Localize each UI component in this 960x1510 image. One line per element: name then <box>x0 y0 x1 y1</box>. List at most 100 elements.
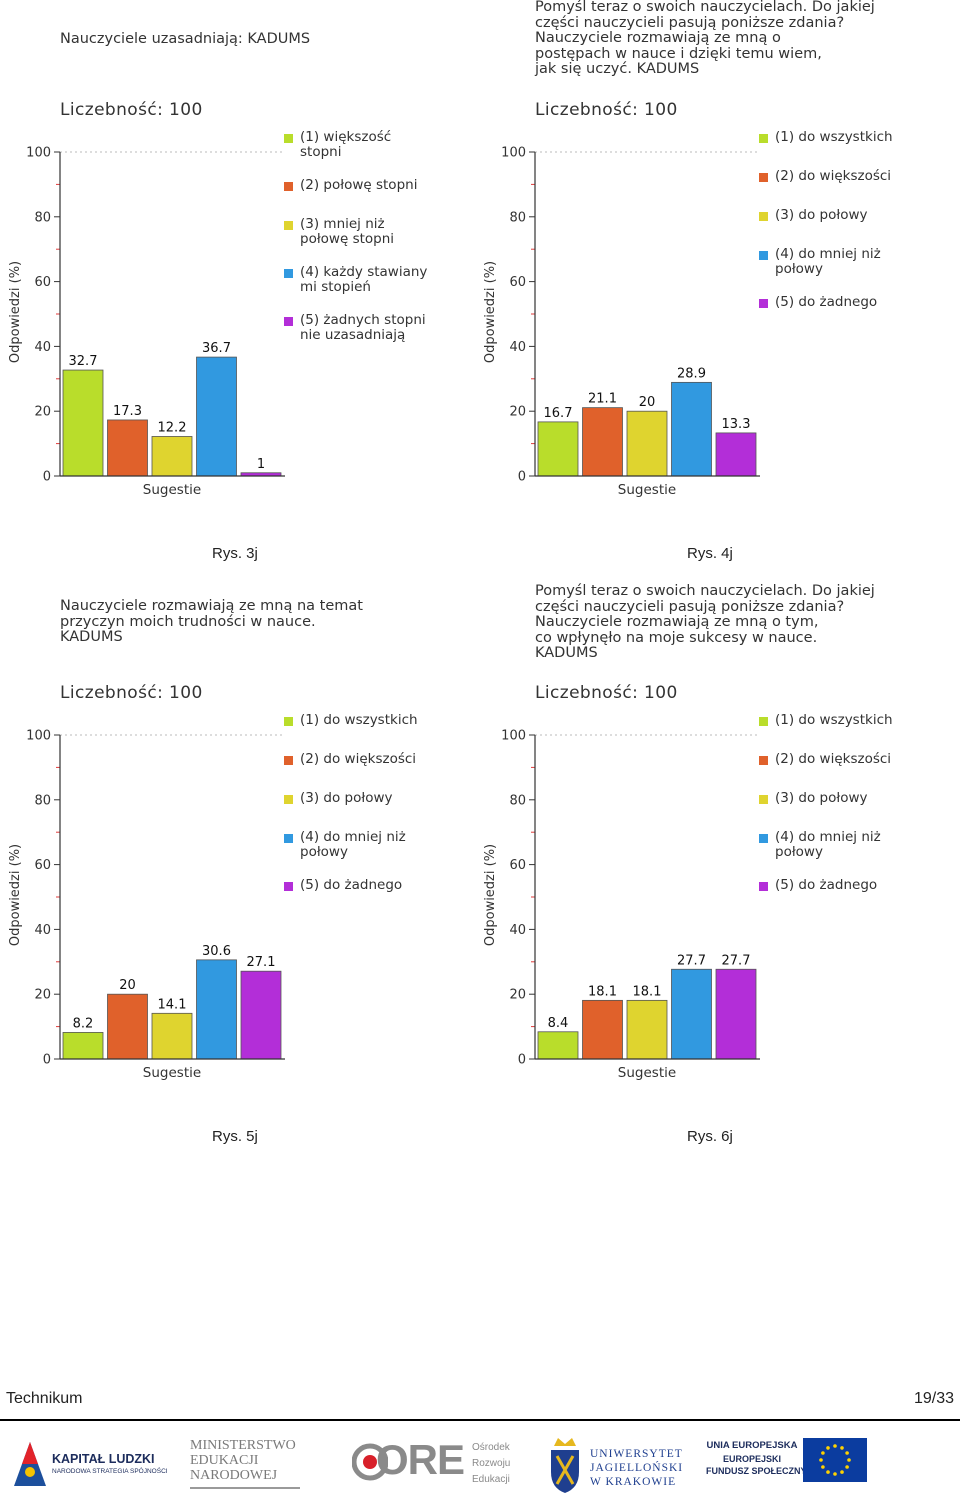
legend-label: (4) do mniej niż połowy <box>775 829 881 860</box>
y-axis-label: Odpowiedzi (%) <box>8 261 23 363</box>
chart-panel-3j: Nauczyciele uzasadniają: KADUMS Liczebno… <box>0 0 470 562</box>
count-label: Liczebność: 100 <box>535 683 678 703</box>
bar <box>62 369 104 477</box>
data-label: 20 <box>119 978 136 993</box>
bar <box>715 432 757 477</box>
y-tick-label: 0 <box>518 1053 526 1068</box>
legend-swatch <box>759 134 768 143</box>
legend-item: (5) żadnych stopni nie uzasadniają <box>280 313 470 343</box>
legend-item: (1) do wszystkich <box>280 713 470 728</box>
legend-label: (4) do mniej niż połowy <box>300 829 406 860</box>
footer-divider <box>0 1419 960 1421</box>
legend-swatch <box>284 834 293 843</box>
bar <box>107 993 148 1060</box>
data-label: 12.2 <box>158 420 187 435</box>
uj-line3: W KRAKOWIE <box>590 1476 677 1488</box>
x-axis-label: Sugestie <box>618 482 676 498</box>
figure-caption: Rys. 6j <box>687 1128 733 1145</box>
ore-line2: Rozwoju <box>472 1458 511 1469</box>
legend-label: (2) połowę stopni <box>300 177 418 193</box>
bar <box>626 410 668 477</box>
legend-swatch <box>759 299 768 308</box>
bar <box>196 959 237 1060</box>
y-tick-label: 0 <box>43 1053 51 1068</box>
men-line1: MINISTERSTWO <box>190 1438 296 1453</box>
y-tick-label: 60 <box>509 275 526 290</box>
y-tick-label: 80 <box>509 210 526 225</box>
ore-line3: Edukacji <box>472 1474 510 1485</box>
y-tick-label: 40 <box>509 340 526 355</box>
y-tick-label: 60 <box>509 858 526 873</box>
eu-flag-icon <box>803 1438 867 1482</box>
legend-item: (3) do połowy <box>280 791 470 806</box>
legend-item: (1) większość stopni <box>280 130 470 160</box>
y-tick-label: 20 <box>34 405 51 420</box>
y-tick-label: 60 <box>34 275 51 290</box>
legend-swatch <box>759 717 768 726</box>
legend-swatch <box>284 882 293 891</box>
ore-line1: Ośrodek <box>472 1442 510 1453</box>
bar-chart: 32.7 17.3 12.2 36.7 1 0 20 40 60 80 100 Sugestie Odp… <box>8 146 285 498</box>
bar <box>626 999 668 1060</box>
bar <box>240 970 282 1060</box>
y-tick-label: 20 <box>509 405 526 420</box>
legend-label: (5) żadnych stopni nie uzasadniają <box>300 312 426 343</box>
eu-line2: EUROPEJSKI <box>722 1454 782 1464</box>
legend-item: (2) do większości <box>280 752 470 767</box>
y-tick-label: 80 <box>34 793 51 808</box>
legend-label: (3) do połowy <box>775 790 868 806</box>
legend-label: (1) do wszystkich <box>775 712 893 728</box>
legend: (1) do wszystkich (2) do większości (3) … <box>280 713 470 893</box>
bar <box>196 356 237 477</box>
data-label: 18.1 <box>633 984 662 999</box>
legend-swatch <box>759 212 768 221</box>
men-line2: EDUKACJI <box>190 1453 259 1468</box>
chart-title: Nauczyciele uzasadniają: KADUMS <box>60 31 311 47</box>
uj-logo: UNIWERSYTET JAGIELLOŃSKI W KRAKOWIE <box>548 1436 688 1500</box>
legend-item: (5) do żadnego <box>280 878 470 893</box>
legend-label: (2) do większości <box>300 751 417 767</box>
legend-swatch <box>284 134 293 143</box>
data-label: 1 <box>257 457 265 472</box>
y-tick-label: 100 <box>501 729 526 744</box>
kapital-ludzki-line1: KAPITAŁ LUDZKI <box>52 1452 155 1466</box>
men-line3: NARODOWEJ <box>190 1468 278 1483</box>
legend-swatch <box>284 795 293 804</box>
chart-panel-4j: Pomyśl teraz o swoich nauczycielach. Do … <box>475 0 945 562</box>
x-axis-label: Sugestie <box>143 1065 201 1081</box>
y-axis-label: Odpowiedzi (%) <box>483 261 498 363</box>
y-tick-label: 80 <box>509 793 526 808</box>
count-label: Liczebność: 100 <box>60 100 203 120</box>
eu-line3: FUNDUSZ SPOŁECZNY <box>706 1466 807 1476</box>
y-tick-label: 20 <box>509 988 526 1003</box>
legend-label: (5) do żadnego <box>300 877 403 893</box>
legend-swatch <box>759 834 768 843</box>
bar <box>537 1031 579 1060</box>
data-label: 20 <box>639 395 656 410</box>
y-tick-label: 20 <box>34 988 51 1003</box>
legend-label: (4) do mniej niż połowy <box>775 246 881 277</box>
bar <box>582 407 623 477</box>
legend-swatch <box>284 269 293 278</box>
legend-label: (3) do połowy <box>300 790 393 806</box>
y-axis-label: Odpowiedzi (%) <box>483 844 498 946</box>
data-label: 30.6 <box>202 944 231 959</box>
data-label: 13.3 <box>722 417 751 432</box>
x-axis-label: Sugestie <box>618 1065 676 1081</box>
legend-item: (5) do żadnego <box>755 878 945 893</box>
ore-logo: ORE Ośrodek Rozwoju Edukacji <box>352 1436 532 1496</box>
y-tick-label: 40 <box>34 923 51 938</box>
x-axis-label: Sugestie <box>143 482 201 498</box>
y-tick-label: 40 <box>34 340 51 355</box>
chart-title: Nauczyciele rozmawiają ze mną na temat p… <box>60 598 363 646</box>
bar-chart: 8.4 18.1 18.1 27.7 27.7 0 20 40 60 80 100 Sugestie O… <box>483 729 760 1081</box>
figure-caption: Rys. 3j <box>212 545 258 562</box>
legend-item: (1) do wszystkich <box>755 713 945 728</box>
legend-item: (5) do żadnego <box>755 295 945 310</box>
data-label: 28.9 <box>677 366 706 381</box>
kapital-ludzki-logo: KAPITAŁ LUDZKI NARODOWA STRATEGIA SPÓJNO… <box>10 1438 170 1494</box>
kapital-ludzki-line2: NARODOWA STRATEGIA SPÓJNOŚCI <box>52 1468 168 1475</box>
data-label: 27.7 <box>722 953 751 968</box>
y-tick-label: 100 <box>26 729 51 744</box>
bar <box>151 436 193 477</box>
